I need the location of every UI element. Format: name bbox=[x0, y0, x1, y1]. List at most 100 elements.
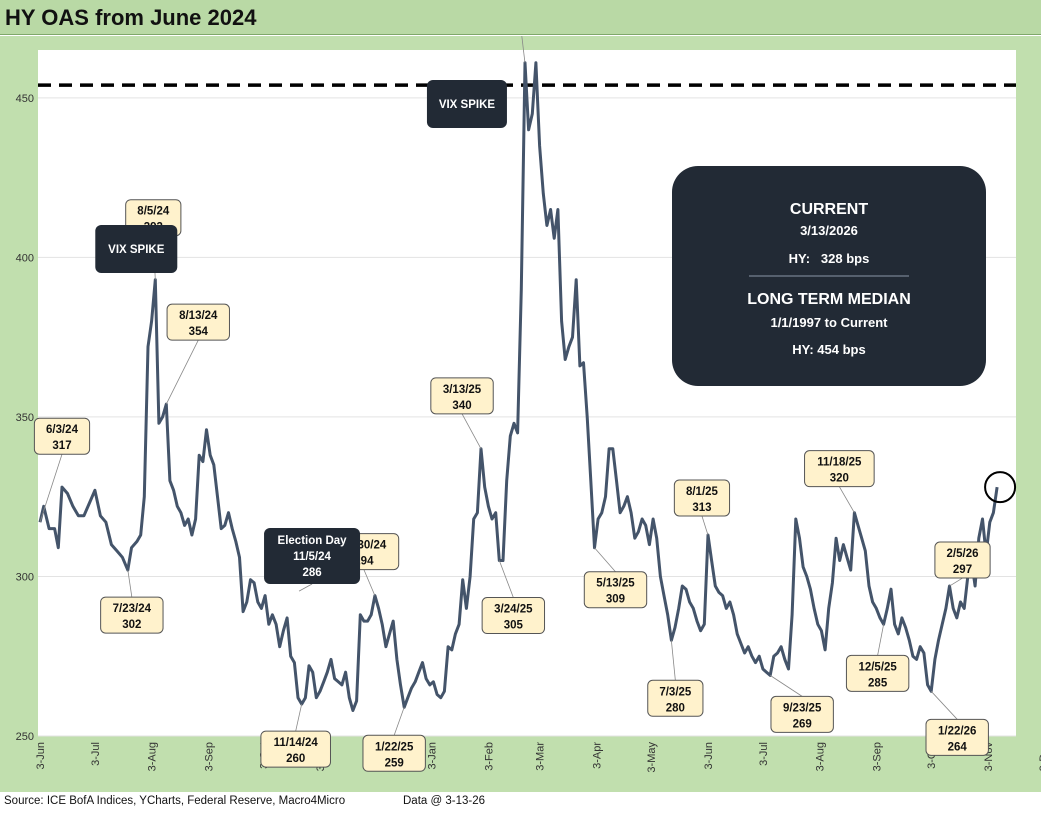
callout: 8/13/24 354 bbox=[165, 303, 230, 405]
callout-value: 259 bbox=[385, 757, 404, 769]
callout-leader bbox=[165, 339, 199, 405]
callout-date: 3/13/25 bbox=[443, 384, 482, 396]
callout-leader bbox=[769, 675, 803, 697]
callout-box bbox=[804, 450, 875, 488]
callout: 12/5/25 285 bbox=[845, 624, 910, 692]
footer: Source: ICE BofA Indices, YCharts, Feder… bbox=[0, 792, 1041, 816]
data-date-note: Data @ 3-13-26 bbox=[403, 795, 485, 807]
x-tick-label: 3-Jan bbox=[427, 742, 439, 770]
callout-leader bbox=[930, 691, 958, 720]
callout-date: 11/14/24 bbox=[274, 737, 319, 749]
callout-value: 313 bbox=[692, 502, 711, 514]
callout-value: 269 bbox=[793, 718, 812, 730]
current-value: HY: 328 bps bbox=[789, 251, 870, 266]
callout: 1/22/26 264 bbox=[925, 691, 989, 756]
callout: 2/5/26 297 bbox=[934, 541, 991, 587]
median-heading: LONG TERM MEDIAN bbox=[747, 291, 911, 308]
x-tick-label: 3-Jul bbox=[758, 742, 770, 766]
callout-value: 320 bbox=[830, 473, 849, 485]
event-box bbox=[426, 80, 507, 128]
callout-leader bbox=[461, 413, 482, 450]
callout-date: 5/13/25 bbox=[596, 578, 635, 590]
hy-oas-series-line bbox=[38, 61, 999, 712]
callout-date: 1/22/26 bbox=[938, 725, 976, 737]
x-tick-label: 3-Jun bbox=[35, 742, 47, 770]
callout-leader bbox=[363, 569, 376, 596]
page-title: HY OAS from June 2024 bbox=[5, 5, 257, 30]
callout-leader bbox=[521, 36, 526, 63]
y-tick-label: 400 bbox=[16, 252, 34, 264]
callout: 6/3/24 317 bbox=[33, 417, 91, 523]
callout-leader bbox=[295, 704, 303, 732]
callout-leader bbox=[594, 547, 616, 573]
callout-value: 297 bbox=[953, 564, 972, 576]
vix-spike-box-2024: VIX SPIKE bbox=[95, 225, 178, 273]
callout-date: 3/24/25 bbox=[494, 604, 533, 616]
chart-frame: 2503003504004503-Jun3-Jul3-Aug3-Sep3-Oct… bbox=[0, 36, 1041, 792]
callout-date: 7/3/25 bbox=[659, 686, 692, 698]
event-box-text: VIX SPIKE bbox=[439, 99, 496, 111]
callout-value: 317 bbox=[52, 440, 71, 452]
x-tick-label: 3-Aug bbox=[147, 742, 159, 771]
callout-box bbox=[362, 734, 426, 772]
callout-value: 305 bbox=[504, 620, 524, 632]
event-box-text: Election Day bbox=[278, 535, 348, 547]
y-tick-label: 300 bbox=[16, 571, 34, 583]
callout-date: 1/22/25 bbox=[375, 741, 414, 753]
y-tick-label: 250 bbox=[16, 731, 34, 743]
callout-date: 8/5/24 bbox=[137, 206, 170, 218]
event-box-text: 11/5/24 bbox=[293, 551, 331, 563]
callout: 9/23/25 269 bbox=[769, 675, 834, 733]
callout-box bbox=[925, 718, 989, 756]
callout-date: 9/23/25 bbox=[783, 702, 822, 714]
callout-box bbox=[845, 654, 910, 692]
callout-box bbox=[481, 597, 546, 635]
callout-value: 309 bbox=[606, 594, 625, 606]
callout-value: 280 bbox=[666, 702, 685, 714]
callout: 11/14/24 260 bbox=[260, 704, 331, 768]
callout-leader bbox=[498, 560, 514, 598]
callout-date: 8/13/24 bbox=[179, 310, 218, 322]
callout-box bbox=[647, 679, 704, 717]
y-tick-label: 350 bbox=[16, 412, 34, 424]
x-tick-label: 3-Jun bbox=[703, 742, 715, 770]
hy-oas-chart: 2503003504004503-Jun3-Jul3-Aug3-Sep3-Oct… bbox=[16, 36, 1041, 773]
callout-box bbox=[673, 479, 731, 517]
info-box: CURRENT 3/13/2026 HY: 328 bps LONG TERM MED… bbox=[672, 166, 986, 386]
callout-value: 302 bbox=[122, 619, 141, 631]
callout-box bbox=[260, 730, 331, 768]
callout: 7/3/25 280 bbox=[647, 640, 704, 717]
election-day-box: Election Day 11/5/24 286 bbox=[264, 528, 361, 584]
current-heading: CURRENT bbox=[790, 201, 868, 218]
x-tick-label: 3-Sep bbox=[871, 742, 883, 771]
election-leader bbox=[298, 583, 313, 592]
vix-spike-box-2025: VIX SPIKE bbox=[426, 80, 507, 128]
callout-leader bbox=[949, 577, 963, 587]
callout: 7/23/24 302 bbox=[100, 570, 164, 634]
callout-date: 11/18/25 bbox=[817, 457, 862, 469]
callout-box bbox=[934, 541, 991, 579]
callout-date: 12/5/25 bbox=[858, 661, 897, 673]
x-tick-label: 3-Aug bbox=[815, 742, 827, 771]
callout: 11/18/25 320 bbox=[804, 450, 875, 513]
median-range: 1/1/1997 to Current bbox=[770, 315, 888, 330]
callout: 4/8/25461 bbox=[521, 36, 526, 63]
callout: 3/13/25 340 bbox=[430, 377, 494, 450]
callout-date: 2/5/26 bbox=[947, 548, 979, 560]
x-tick-label: 3-Feb bbox=[483, 742, 495, 771]
current-value-marker bbox=[984, 471, 1017, 504]
callout-leader bbox=[877, 624, 885, 656]
callout-box bbox=[33, 417, 91, 455]
callout-leader bbox=[701, 515, 709, 536]
callout-leader bbox=[127, 570, 133, 598]
current-date: 3/13/2026 bbox=[800, 223, 858, 238]
callout-value: 264 bbox=[948, 741, 968, 753]
callout-leader bbox=[670, 640, 676, 681]
callout-leader bbox=[839, 486, 855, 513]
callout-value: 340 bbox=[452, 400, 471, 412]
callout-box bbox=[100, 596, 164, 634]
event-box-text: 286 bbox=[302, 567, 321, 579]
title-bar: HY OAS from June 2024 bbox=[0, 0, 1041, 35]
callout-date: 6/3/24 bbox=[46, 424, 79, 436]
callout-date: 8/1/25 bbox=[686, 486, 719, 498]
